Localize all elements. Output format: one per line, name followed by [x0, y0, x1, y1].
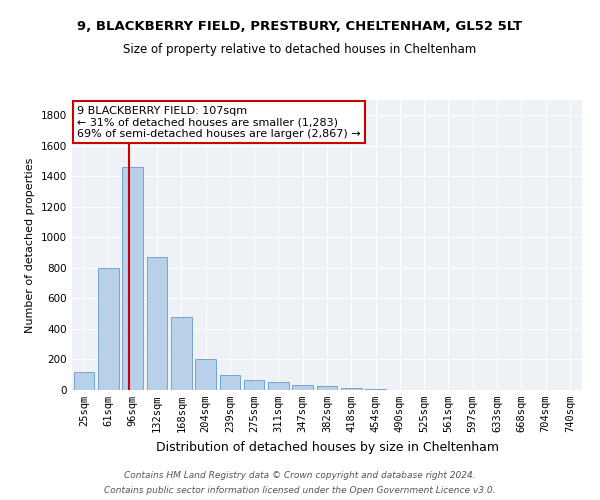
Bar — [268, 382, 289, 390]
Bar — [171, 316, 191, 390]
Bar — [341, 388, 362, 390]
Bar — [244, 380, 265, 390]
Text: 9, BLACKBERRY FIELD, PRESTBURY, CHELTENHAM, GL52 5LT: 9, BLACKBERRY FIELD, PRESTBURY, CHELTENH… — [77, 20, 523, 33]
Bar — [365, 389, 386, 390]
Bar — [146, 257, 167, 390]
X-axis label: Distribution of detached houses by size in Cheltenham: Distribution of detached houses by size … — [155, 440, 499, 454]
Bar — [195, 360, 216, 390]
Bar — [292, 386, 313, 390]
Bar — [98, 268, 119, 390]
Text: 9 BLACKBERRY FIELD: 107sqm
← 31% of detached houses are smaller (1,283)
69% of s: 9 BLACKBERRY FIELD: 107sqm ← 31% of deta… — [77, 106, 361, 139]
Text: Contains public sector information licensed under the Open Government Licence v3: Contains public sector information licen… — [104, 486, 496, 495]
Text: Contains HM Land Registry data © Crown copyright and database right 2024.: Contains HM Land Registry data © Crown c… — [124, 471, 476, 480]
Y-axis label: Number of detached properties: Number of detached properties — [25, 158, 35, 332]
Bar — [220, 374, 240, 390]
Text: Size of property relative to detached houses in Cheltenham: Size of property relative to detached ho… — [124, 42, 476, 56]
Bar — [74, 372, 94, 390]
Bar — [122, 167, 143, 390]
Bar — [317, 386, 337, 390]
